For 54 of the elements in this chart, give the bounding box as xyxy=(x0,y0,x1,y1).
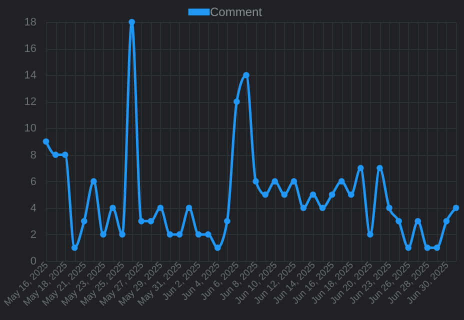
point xyxy=(357,164,364,172)
point xyxy=(452,204,460,212)
y-tick-label: 2 xyxy=(30,228,36,241)
point xyxy=(224,218,230,224)
point xyxy=(290,178,298,184)
point xyxy=(281,191,288,198)
point xyxy=(119,231,126,238)
point xyxy=(176,231,183,238)
point xyxy=(204,231,212,238)
point xyxy=(405,244,412,251)
y-tick-label: 12 xyxy=(24,96,36,108)
point xyxy=(310,191,316,198)
point xyxy=(157,204,164,212)
point xyxy=(367,231,374,238)
y-tick-label: 4 xyxy=(30,202,36,214)
point xyxy=(434,244,440,251)
y-tick-label: 16 xyxy=(24,43,36,56)
point xyxy=(90,178,97,184)
y-tick-label: 6 xyxy=(30,176,36,188)
point xyxy=(62,152,68,158)
point xyxy=(234,98,240,105)
point xyxy=(138,218,145,224)
point xyxy=(195,231,202,238)
point xyxy=(348,191,354,198)
point xyxy=(42,138,50,145)
point xyxy=(443,218,450,224)
point xyxy=(243,72,250,78)
point xyxy=(252,178,259,184)
legend-label: Comment xyxy=(210,5,263,19)
point xyxy=(71,244,78,251)
point xyxy=(262,191,268,198)
point xyxy=(424,244,431,251)
point xyxy=(80,218,88,224)
point xyxy=(100,231,106,238)
point xyxy=(148,218,154,224)
y-tick-label: 8 xyxy=(30,149,36,162)
point xyxy=(166,231,174,238)
point xyxy=(386,204,392,212)
point xyxy=(214,244,221,251)
point xyxy=(52,152,59,158)
point xyxy=(110,204,116,212)
point xyxy=(186,204,192,212)
point xyxy=(414,218,422,224)
point xyxy=(272,178,278,184)
point xyxy=(396,218,402,224)
y-tick-label: 18 xyxy=(24,16,36,28)
point xyxy=(128,18,135,26)
y-tick-label: 10 xyxy=(24,122,36,135)
point xyxy=(338,178,345,184)
point xyxy=(319,204,326,212)
point xyxy=(328,191,336,198)
y-tick-label: 14 xyxy=(24,70,36,82)
point xyxy=(300,204,307,212)
point xyxy=(376,164,383,172)
